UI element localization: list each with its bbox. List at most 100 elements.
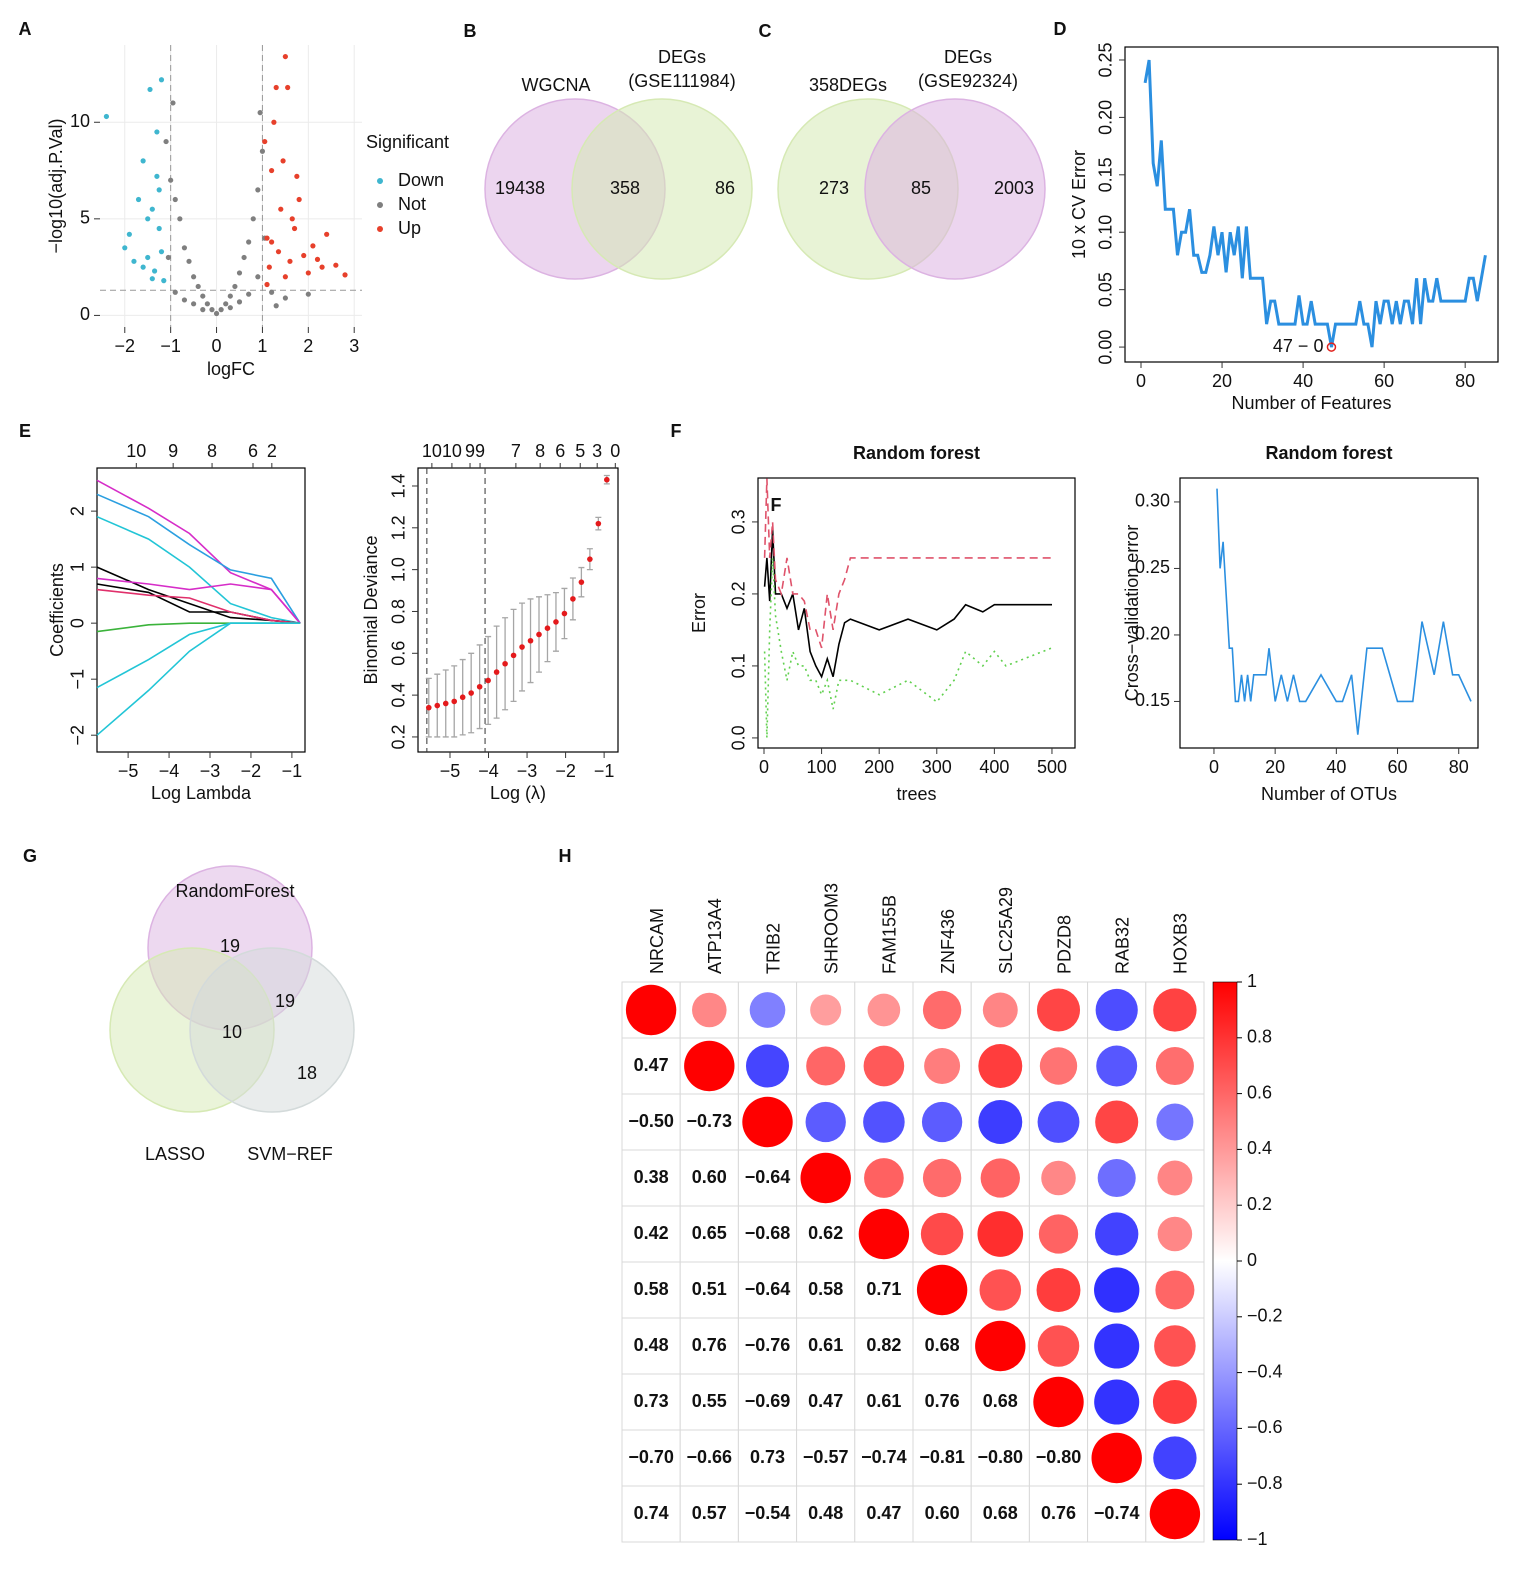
correlation-circle	[1036, 988, 1081, 1032]
region-count: 358	[610, 178, 640, 198]
data-point	[163, 138, 169, 145]
data-point	[158, 77, 165, 83]
set-label: DEGs	[658, 47, 706, 67]
data-point	[561, 610, 568, 617]
top-tick-label: 10	[126, 441, 146, 461]
correlation-circle	[1091, 1432, 1142, 1484]
plot-frame	[1124, 46, 1499, 363]
correlation-label: 0.82	[866, 1335, 901, 1355]
data-point	[145, 216, 151, 222]
correlation-label: −0.50	[628, 1111, 674, 1131]
data-point	[177, 216, 183, 222]
correlation-circle	[1038, 1214, 1079, 1254]
correlation-label: −0.74	[861, 1447, 907, 1467]
data-point	[519, 644, 525, 650]
data-point	[285, 84, 291, 91]
cell	[1028, 1429, 1089, 1487]
cell	[854, 1485, 914, 1543]
correlation-label: 0.68	[983, 1391, 1018, 1411]
data-point	[264, 281, 270, 288]
correlation-label: −0.64	[745, 1167, 791, 1187]
x-tick-label: 60	[1388, 757, 1408, 777]
cell	[796, 1261, 856, 1319]
data-point	[527, 637, 534, 644]
cell	[621, 1261, 681, 1319]
x-tick-label: 500	[1037, 757, 1067, 777]
colorbar-tick-label: −0.4	[1247, 1361, 1283, 1381]
x-tick-label: 200	[864, 757, 894, 777]
data-point	[310, 243, 316, 249]
correlation-label: −0.66	[687, 1447, 733, 1467]
correlation-circle	[1096, 1045, 1138, 1087]
correlation-circle	[1095, 988, 1138, 1032]
data-line	[96, 515, 301, 624]
y-tick-label: 1	[68, 562, 88, 572]
data-point	[451, 698, 458, 705]
data-point	[250, 216, 256, 222]
correlation-label: 0.71	[866, 1279, 901, 1299]
x-axis-label: Number of OTUs	[1261, 784, 1397, 804]
correlation-label: 0.51	[692, 1279, 727, 1299]
data-point	[236, 270, 243, 276]
set-label: 358DEGs	[809, 75, 887, 95]
data-point	[305, 270, 311, 276]
correlation-circle	[916, 1264, 968, 1316]
x-tick-label: 80	[1455, 371, 1475, 391]
y-tick-label: 1.4	[389, 473, 409, 498]
correlation-circle	[922, 990, 962, 1030]
data-point	[232, 283, 238, 290]
data-point	[275, 249, 282, 255]
set-label: LASSO	[145, 1144, 205, 1164]
correlation-circle	[1095, 1212, 1139, 1256]
data-point	[269, 289, 275, 295]
data-point	[485, 677, 491, 684]
y-axis-label: Cross−validation error	[1122, 525, 1142, 702]
correlation-circle	[625, 984, 677, 1036]
data-point	[156, 225, 162, 232]
cell	[621, 1037, 681, 1095]
data-point	[434, 702, 441, 709]
data-point	[570, 596, 576, 602]
cell	[737, 1261, 798, 1319]
correlation-circle	[1154, 1325, 1196, 1367]
correlation-circle	[922, 1158, 962, 1198]
column-label: PDZD8	[1054, 915, 1074, 974]
data-point	[149, 276, 155, 282]
venn-circle	[189, 947, 355, 1113]
data-point	[195, 283, 201, 290]
cell	[737, 1373, 798, 1431]
correlation-label: 0.62	[808, 1223, 843, 1243]
y-tick-label: −2	[68, 725, 88, 746]
x-tick-label: −4	[478, 761, 499, 781]
column-label: ATP13A4	[705, 898, 725, 974]
correlation-circle	[742, 1096, 793, 1148]
correlation-circle	[1152, 1380, 1197, 1424]
panel-letter: D	[1054, 19, 1067, 39]
data-point	[131, 258, 137, 264]
legend-label: Up	[398, 218, 421, 238]
set-label: (GSE111984)	[628, 71, 735, 91]
correlation-circle	[864, 1158, 904, 1198]
correlation-label: 0.47	[866, 1503, 901, 1523]
set-label: WGCNA	[522, 75, 591, 95]
data-point	[544, 625, 551, 631]
cell	[796, 1205, 856, 1263]
top-tick-label: 3	[592, 441, 602, 461]
venn-circle	[571, 98, 753, 280]
legend-label: Not	[398, 194, 426, 214]
data-line	[763, 557, 1053, 738]
legend-marker	[377, 202, 383, 208]
data-point	[269, 239, 275, 245]
correlation-circle	[982, 992, 1018, 1028]
data-point	[213, 310, 220, 317]
region-count: 19438	[495, 178, 545, 198]
data-point	[126, 231, 132, 237]
x-tick-label: 20	[1265, 757, 1285, 777]
highlight-point	[1326, 342, 1337, 352]
data-point	[168, 177, 174, 183]
top-tick-label: 9	[168, 441, 178, 461]
top-tick-label: 10	[422, 441, 442, 461]
data-point	[425, 704, 432, 711]
y-tick-label: 0.2	[389, 724, 409, 749]
correlation-circle	[749, 992, 786, 1028]
